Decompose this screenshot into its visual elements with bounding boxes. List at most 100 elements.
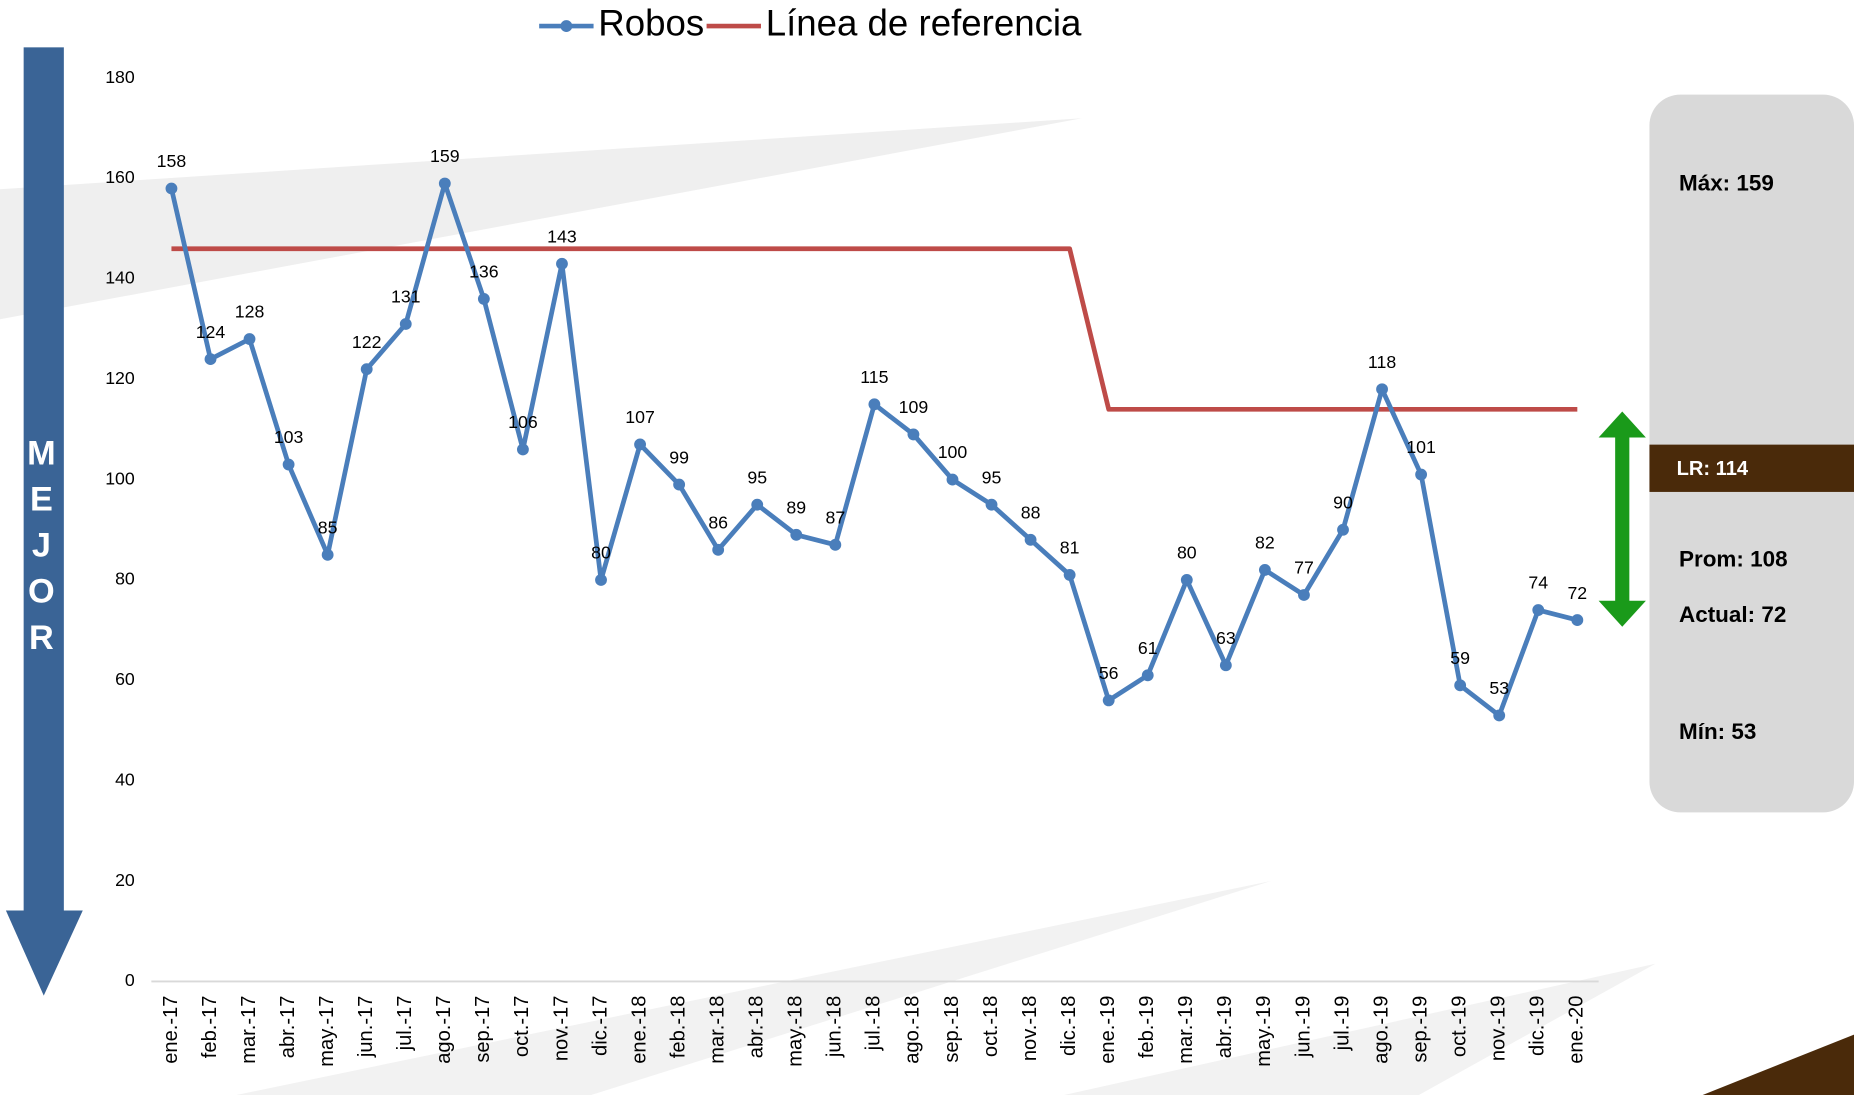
y-tick-label: 180	[105, 67, 135, 87]
data-label: 107	[625, 407, 655, 427]
legend-label: Robos	[598, 3, 704, 44]
x-tick-label: jun.-17	[355, 996, 377, 1058]
legend: Robos Línea de referencia	[539, 3, 1082, 44]
data-label: 90	[1333, 492, 1353, 512]
data-point	[438, 177, 451, 190]
data-label: 72	[1567, 583, 1587, 603]
data-point	[946, 473, 959, 486]
data-point	[595, 574, 607, 586]
plot: 0 20 40 60 80 100 120 140 160 180 ene.-17 feb.-17 ma…	[105, 67, 1587, 1067]
data-label: 80	[1177, 543, 1197, 563]
data-label: 100	[938, 442, 968, 462]
data-point	[556, 257, 568, 270]
data-point	[360, 363, 373, 376]
x-tick-label: mar.-18	[706, 996, 728, 1064]
data-label: 80	[591, 543, 611, 563]
data-label: 74	[1528, 573, 1548, 593]
data-label: 88	[1021, 502, 1041, 522]
y-tick-label: 100	[105, 468, 135, 488]
data-label: 56	[1099, 663, 1119, 683]
mejor-letter: O	[28, 573, 55, 611]
mejor-letter: R	[29, 619, 54, 657]
data-point	[1337, 523, 1349, 536]
data-point	[673, 478, 686, 491]
legend-label: Línea de referencia	[766, 3, 1082, 44]
data-label: 106	[508, 412, 538, 432]
data-label: 124	[196, 322, 226, 342]
x-tick-label: sep.-17	[472, 996, 494, 1063]
mejor-letter: E	[30, 480, 53, 518]
green-double-arrow	[1598, 411, 1646, 627]
x-tick-label: may.-19	[1253, 996, 1275, 1067]
data-label: 118	[1368, 352, 1396, 372]
x-tick-label: oct.-17	[511, 996, 533, 1057]
data-point	[477, 292, 490, 305]
x-tick-label: ene.-17	[160, 996, 182, 1064]
panel-min: Mín: 53	[1679, 719, 1756, 744]
x-tick-label: mar.-19	[1175, 996, 1197, 1064]
x-tick-label: may.-18	[785, 996, 807, 1067]
data-point	[1258, 564, 1271, 576]
data-label: 103	[274, 427, 304, 447]
y-tick-label: 0	[125, 970, 135, 990]
x-tick-label: jun.-19	[1292, 996, 1314, 1058]
data-label: 101	[1406, 437, 1436, 457]
data-point	[1180, 574, 1193, 586]
data-point	[517, 443, 529, 456]
y-tick-label: 120	[105, 368, 135, 388]
data-point	[321, 548, 334, 561]
data-label: 59	[1450, 648, 1470, 668]
x-tick-label: feb.-18	[667, 996, 689, 1059]
data-label: 53	[1489, 678, 1509, 698]
data-point	[1063, 569, 1076, 581]
data-point	[399, 318, 412, 330]
x-tick-label: mar.-17	[238, 996, 260, 1064]
data-label: 61	[1138, 638, 1158, 658]
x-tick-label: nov.-19	[1488, 996, 1510, 1062]
x-tick-label: nov.-18	[1019, 996, 1041, 1062]
data-point	[1102, 694, 1115, 707]
data-label: 128	[235, 302, 265, 322]
background-decor	[0, 118, 1854, 1095]
y-tick-label: 40	[115, 769, 135, 789]
x-tick-label: sep.-18	[941, 996, 963, 1063]
x-tick-label: jul.-17	[394, 996, 416, 1052]
x-tick-label: nov.-17	[550, 996, 572, 1062]
data-point	[1219, 659, 1232, 672]
data-label: 95	[982, 467, 1002, 487]
data-label: 95	[747, 467, 767, 487]
data-point	[712, 543, 725, 556]
data-label: 115	[860, 367, 888, 387]
data-point	[829, 538, 842, 551]
x-tick-label: jul.-19	[1331, 996, 1353, 1052]
series-line	[171, 246, 1578, 412]
data-point	[1454, 679, 1467, 692]
x-tick-label: ene.-20	[1566, 996, 1588, 1064]
x-tick-label: dic.-18	[1058, 996, 1080, 1056]
y-tick-label: 140	[105, 268, 135, 288]
data-point	[751, 498, 764, 511]
data-label: 122	[352, 332, 382, 352]
data-label: 143	[547, 226, 577, 246]
panel-max: Máx: 159	[1679, 170, 1774, 195]
data-label: 159	[430, 146, 460, 166]
x-tick-label: feb.-19	[1136, 996, 1158, 1059]
data-label: 158	[157, 151, 187, 171]
y-tick-label: 20	[115, 870, 135, 890]
data-point	[165, 182, 178, 195]
data-point	[985, 498, 998, 511]
x-tick-label: jul.-18	[863, 996, 885, 1052]
y-tick-label: 80	[115, 569, 135, 589]
data-point	[1024, 533, 1037, 546]
data-point	[1141, 669, 1154, 682]
x-tick-label: ene.-18	[628, 996, 650, 1064]
side-panel: Máx: 159 LR: 114 Prom: 108 Actual: 72 Mí…	[1649, 94, 1854, 813]
data-point	[1571, 614, 1584, 627]
x-tick-label: ago.-17	[433, 996, 455, 1064]
data-point	[1298, 589, 1310, 601]
data-point	[204, 353, 217, 366]
x-tick-label: may.-17	[316, 996, 338, 1067]
